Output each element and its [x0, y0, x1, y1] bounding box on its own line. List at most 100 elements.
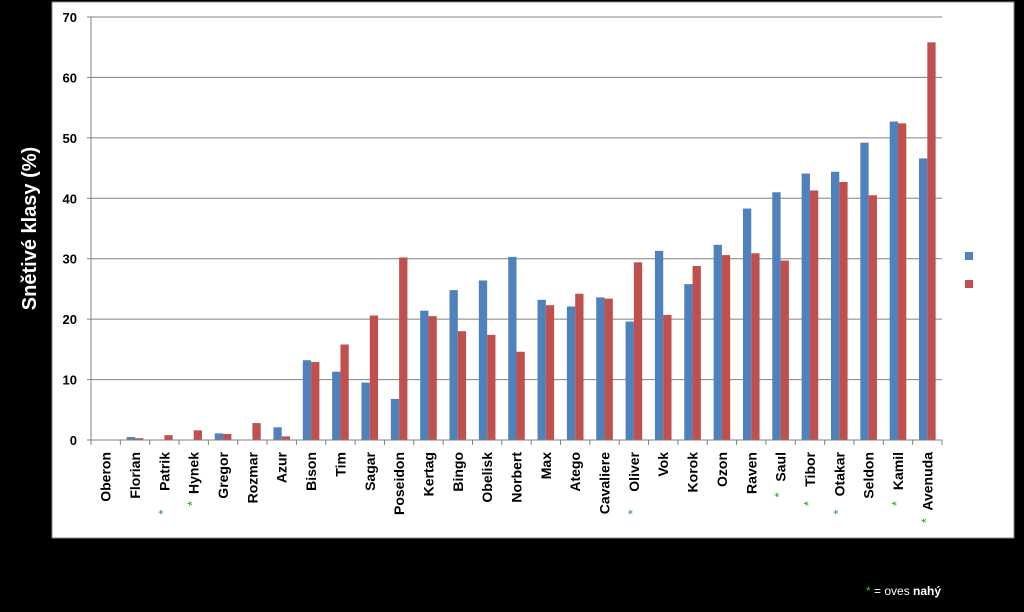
x-tick-label: Tim — [332, 452, 348, 477]
bar — [537, 299, 546, 440]
y-tick-label: 10 — [63, 373, 77, 388]
bar — [302, 360, 312, 440]
bar — [361, 382, 370, 440]
naked-oat-marker: * — [772, 492, 787, 497]
bar — [772, 192, 781, 440]
x-tick-label: Obelisk — [479, 452, 495, 503]
naked-oat-marker: * — [830, 510, 845, 515]
x-tick-label: Rozmar — [244, 451, 260, 503]
bar — [889, 121, 898, 440]
x-tick-label: Raven — [743, 452, 759, 494]
x-tick-label: Poseidon — [391, 452, 407, 515]
x-tick-label: Otakar — [831, 451, 847, 496]
x-tick-label: Korok — [685, 452, 701, 493]
bar — [604, 298, 613, 440]
legend-swatch — [965, 280, 973, 288]
bar — [214, 433, 224, 440]
bar — [919, 158, 928, 440]
bar — [252, 423, 261, 440]
y-tick-label: 30 — [63, 252, 77, 267]
bar — [332, 371, 341, 440]
naked-oat-marker: * — [185, 501, 200, 506]
bar — [545, 305, 555, 440]
bar — [126, 436, 136, 440]
bar — [449, 290, 458, 440]
y-tick-label: 40 — [63, 191, 77, 206]
naked-oat-marker: * — [918, 518, 933, 523]
bar — [281, 436, 291, 440]
y-tick-label: 70 — [63, 10, 77, 25]
bar — [927, 42, 936, 440]
x-tick-label: Hynek — [186, 452, 202, 494]
bar — [273, 427, 282, 440]
x-tick-label: Sagar — [362, 451, 378, 490]
x-tick-label: Florian — [127, 452, 143, 499]
x-tick-label: Oberon — [98, 452, 114, 502]
x-tick-label: Max — [538, 452, 554, 479]
naked-oat-marker: * — [625, 510, 640, 515]
bar — [801, 173, 810, 440]
bar — [399, 257, 408, 440]
x-tick-label: Oliver — [626, 451, 642, 491]
x-tick-label: Bingo — [450, 452, 466, 492]
x-tick-label: Norbert — [509, 452, 525, 503]
bar — [478, 280, 488, 440]
bar — [340, 344, 349, 440]
x-tick-label: Atego — [567, 452, 583, 492]
x-tick-label: Ozon — [714, 452, 730, 487]
x-tick-label: Vok — [655, 452, 671, 477]
bar — [692, 265, 701, 440]
bar — [809, 190, 819, 440]
bar — [420, 310, 429, 440]
bar — [868, 195, 877, 440]
footnote-bold: nahý — [913, 584, 942, 598]
naked-oat-marker: * — [155, 510, 170, 515]
bar — [684, 284, 693, 440]
y-axis-title: Snětivé klasy (%) — [19, 147, 41, 310]
bar — [780, 260, 789, 440]
x-tick-label: Kertag — [420, 452, 436, 496]
bar — [193, 430, 203, 440]
bar — [596, 297, 605, 440]
x-tick-label: Patrik — [156, 452, 172, 491]
x-tick-label: Avenuda — [919, 452, 935, 511]
bar — [508, 256, 517, 440]
bar — [135, 438, 144, 440]
bar — [428, 316, 437, 440]
bar — [751, 253, 760, 440]
bar — [633, 262, 643, 440]
bar — [663, 314, 672, 440]
x-tick-label: Azur — [274, 451, 290, 483]
bar — [457, 331, 467, 440]
legend-swatch — [965, 252, 973, 260]
bar — [566, 306, 576, 440]
bar — [311, 362, 320, 440]
footnote: * = oves nahý — [866, 584, 941, 598]
chart-area — [51, 1, 1015, 539]
bar — [223, 433, 232, 440]
x-tick-label: Kamil — [890, 452, 906, 490]
bar — [897, 123, 907, 441]
footnote-text: = oves — [870, 584, 914, 598]
bar — [625, 321, 634, 440]
x-tick-label: Cavaliere — [597, 452, 613, 514]
bar — [516, 351, 525, 440]
bar — [721, 255, 731, 440]
bar — [390, 398, 400, 440]
footnote-star: * — [866, 584, 871, 598]
bar — [575, 293, 584, 440]
bar — [487, 334, 496, 440]
y-tick-label: 60 — [63, 70, 77, 85]
y-tick-label: 0 — [70, 433, 77, 448]
naked-oat-marker: * — [889, 501, 904, 506]
bar — [742, 208, 752, 440]
bar — [369, 315, 379, 440]
x-tick-label: Saul — [773, 452, 789, 482]
x-tick-label: Seldon — [861, 452, 877, 499]
bar — [830, 171, 840, 440]
bar — [164, 435, 173, 440]
bar — [654, 250, 664, 440]
x-tick-label: Gregor — [215, 451, 231, 498]
naked-oat-marker: * — [801, 501, 816, 506]
